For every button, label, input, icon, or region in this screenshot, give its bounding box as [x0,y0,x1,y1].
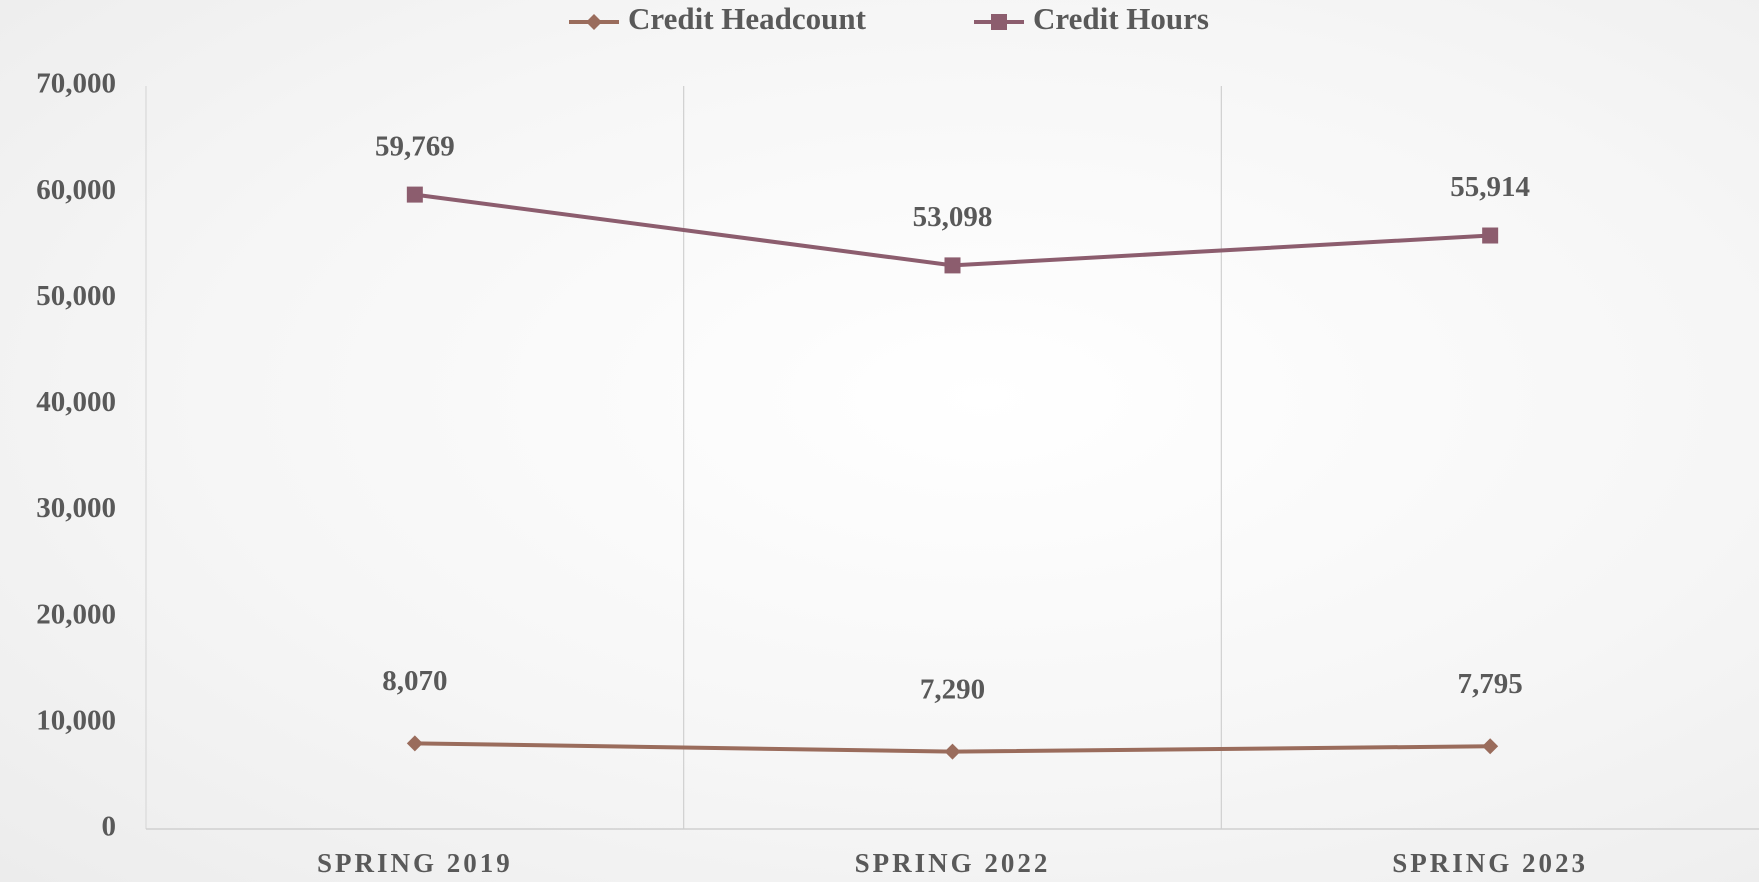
data-label: 8,070 [382,665,447,697]
data-point [944,743,961,760]
legend-marker [991,14,1007,30]
legend-label: Credit Hours [1033,1,1209,36]
data-label: 53,098 [913,201,993,233]
data-point [1482,738,1499,755]
y-tick-label: 0 [102,811,117,843]
data-label: 59,769 [375,130,455,162]
y-tick-label: 70,000 [36,68,116,100]
data-label: 7,290 [920,673,985,705]
data-label: 55,914 [1450,171,1530,203]
y-tick-label: 10,000 [36,705,116,737]
data-label: 7,795 [1458,668,1523,700]
data-point [406,186,423,203]
data-point [1482,227,1499,244]
data-point [944,257,961,274]
legend-marker [586,14,602,30]
legend-label: Credit Headcount [628,1,867,36]
x-tick-label: SPRING 2022 [855,848,1051,878]
data-point [406,735,423,752]
y-tick-label: 50,000 [36,280,116,312]
y-tick-label: 30,000 [36,492,116,524]
y-tick-label: 40,000 [36,386,116,418]
x-tick-label: SPRING 2023 [1392,848,1588,878]
x-tick-label: SPRING 2019 [317,848,513,878]
y-tick-label: 20,000 [36,598,116,630]
y-tick-label: 60,000 [36,174,116,206]
